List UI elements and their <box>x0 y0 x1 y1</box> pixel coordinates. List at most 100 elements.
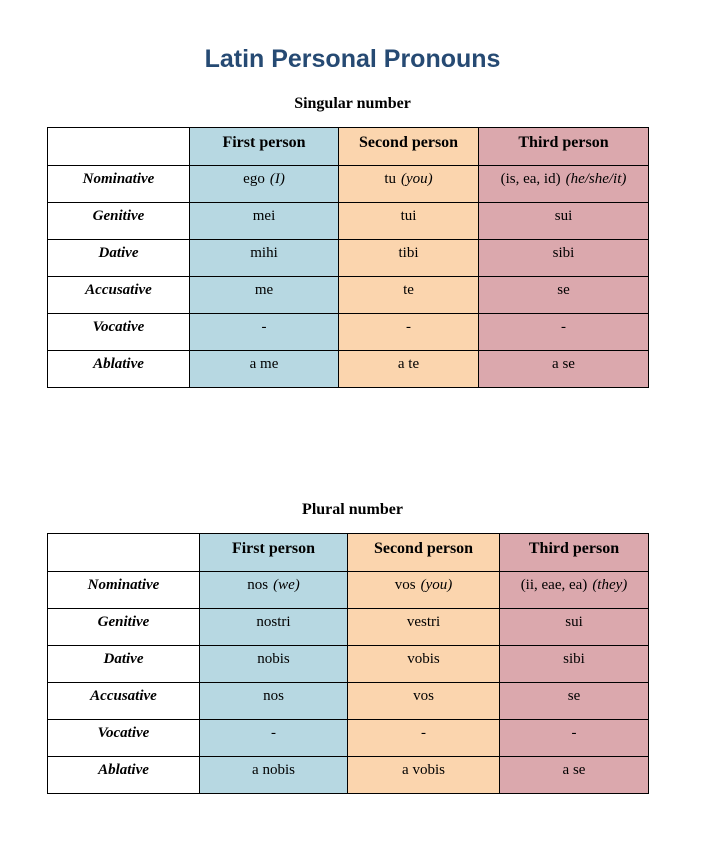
cell-text: vos <box>394 576 416 593</box>
page-title: Latin Personal Pronouns <box>204 45 501 73</box>
table-row: Accusative me te se <box>47 275 649 314</box>
row-label: Genitive <box>47 607 200 646</box>
cell-text: sibi <box>563 650 585 667</box>
row-label: Nominative <box>47 570 200 609</box>
cell-text: tibi <box>398 244 419 261</box>
table-cell: - <box>478 312 649 351</box>
cell-text: nos <box>247 576 269 593</box>
cell-text: - <box>261 318 267 335</box>
cell-text: tui <box>400 207 417 224</box>
cell-text: - <box>571 724 577 741</box>
cell-text: ego <box>243 170 265 187</box>
column-header: Third person <box>499 532 649 572</box>
cell-text: mihi <box>250 244 278 261</box>
table-cell: a se <box>478 349 649 388</box>
row-label: Vocative <box>47 718 200 757</box>
table-cell: se <box>478 275 649 314</box>
cell-text: a me <box>249 355 279 372</box>
table-cell: (ii, eae, ea) (they) <box>499 570 649 609</box>
cell-text: a vobis <box>402 761 445 778</box>
table-cell: te <box>338 275 479 314</box>
row-label: Accusative <box>47 275 190 314</box>
row-label: Genitive <box>47 201 190 240</box>
table-row: Genitive nostri vestri sui <box>47 607 649 646</box>
table-cell: ego (I) <box>189 164 339 203</box>
table-cell: a me <box>189 349 339 388</box>
plural-table-section: Plural number First person Second person T… <box>0 501 705 794</box>
cell-note: (you) <box>401 170 433 187</box>
table-caption-plural: Plural number <box>302 500 403 518</box>
table-cell: sui <box>499 607 649 646</box>
document-page: Latin Personal Pronouns Singular number … <box>0 45 705 794</box>
table-cell: a nobis <box>199 755 348 794</box>
table-cell: (is, ea, id) (he/she/it) <box>478 164 649 203</box>
table-row: Vocative - - - <box>47 312 649 351</box>
cell-text: a se <box>552 355 575 372</box>
row-label: Dative <box>47 238 190 277</box>
table-cell: mei <box>189 201 339 240</box>
cell-text: vobis <box>407 650 440 667</box>
row-label: Nominative <box>47 164 190 203</box>
table-cell: vos (you) <box>347 570 500 609</box>
cell-text: mei <box>252 207 276 224</box>
table-row: Nominative nos (we) vos (you) (ii, eae, ea) (t… <box>47 570 649 609</box>
table-cell: mihi <box>189 238 339 277</box>
cell-text: tu <box>384 170 396 187</box>
cell-text: te <box>403 281 414 298</box>
table-row: Dative nobis vobis sibi <box>47 644 649 683</box>
table-cell: vestri <box>347 607 500 646</box>
table-cell: - <box>199 718 348 757</box>
table-cell: - <box>189 312 339 351</box>
table-cell: sibi <box>478 238 649 277</box>
table-cell: a vobis <box>347 755 500 794</box>
cell-text: sibi <box>552 244 575 261</box>
cell-text: (ii, eae, ea) <box>520 576 588 593</box>
column-header: First person <box>189 126 339 166</box>
table-cell: tui <box>338 201 479 240</box>
pronoun-table-singular: First person Second person Third person Nom… <box>47 126 649 388</box>
cell-text: a nobis <box>252 761 295 778</box>
cell-note: (you) <box>420 576 453 593</box>
cell-note: (they) <box>592 576 628 593</box>
table-cell: vos <box>347 681 500 720</box>
table-cell: a se <box>499 755 649 794</box>
table-cell: - <box>338 312 479 351</box>
table-row: Vocative - - - <box>47 718 649 757</box>
table-cell: nos (we) <box>199 570 348 609</box>
cell-text: - <box>406 318 411 335</box>
table-cell: se <box>499 681 649 720</box>
header-row: First person Second person Third person <box>47 126 649 166</box>
cell-text: - <box>561 318 566 335</box>
cell-text: (is, ea, id) <box>500 170 561 187</box>
cell-text: - <box>271 724 276 741</box>
cell-text: vos <box>413 687 434 704</box>
table-row: Dative mihi tibi sibi <box>47 238 649 277</box>
column-header: Second person <box>338 126 479 166</box>
column-header: Third person <box>478 126 649 166</box>
cell-note: (I) <box>269 170 285 187</box>
corner-cell <box>47 126 190 166</box>
table-cell: vobis <box>347 644 500 683</box>
table-cell: nobis <box>199 644 348 683</box>
table-cell: - <box>347 718 500 757</box>
cell-text: sui <box>554 207 573 224</box>
table-row: Genitive mei tui sui <box>47 201 649 240</box>
row-label: Vocative <box>47 312 190 351</box>
table-row: Ablative a me a te a se <box>47 349 649 388</box>
table-cell: - <box>499 718 649 757</box>
cell-text: - <box>421 724 426 741</box>
table-cell: nos <box>199 681 348 720</box>
cell-note: (we) <box>273 576 300 593</box>
table-row: Ablative a nobis a vobis a se <box>47 755 649 794</box>
singular-table-section: Singular number First person Second perso… <box>0 95 705 388</box>
table-cell: nostri <box>199 607 348 646</box>
table-cell: sui <box>478 201 649 240</box>
table-row: Accusative nos vos se <box>47 681 649 720</box>
cell-text: nostri <box>256 613 291 630</box>
table-cell: tibi <box>338 238 479 277</box>
row-label: Accusative <box>47 681 200 720</box>
column-header: Second person <box>347 532 500 572</box>
cell-text: me <box>254 281 274 298</box>
table-cell: sibi <box>499 644 649 683</box>
cell-text: nobis <box>257 650 290 667</box>
